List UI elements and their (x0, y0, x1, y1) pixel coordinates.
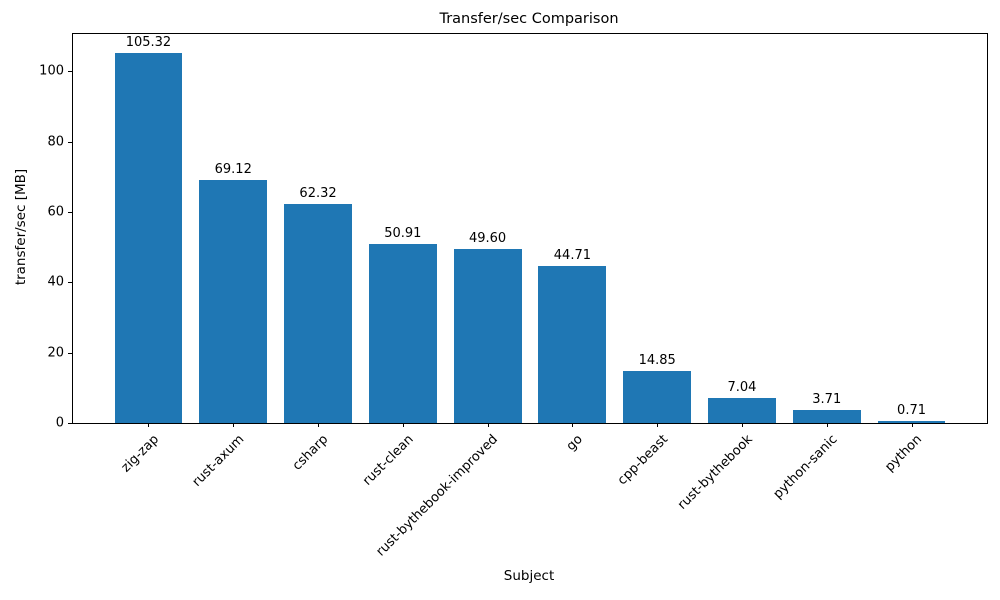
y-tick-mark (68, 423, 72, 424)
y-tick-mark (68, 352, 72, 354)
x-tick-label: go (563, 432, 587, 455)
bar (453, 248, 522, 423)
x-tick-label: rust-clean (359, 432, 417, 489)
bars-layer: 105.32 69.12 62.32 50.91 49.60 44.71 14.85 7.04… (73, 34, 987, 423)
plot-area: 0 20 40 60 80 100 105.32 69.12 62.32 50.91 49.60 4… (39, 33, 988, 559)
bar (538, 265, 607, 423)
bar (792, 409, 861, 423)
bar-value-label: 7.04 (727, 380, 757, 396)
x-tick-mark (826, 423, 828, 427)
x-tick-label: rust-axum (189, 432, 247, 490)
bar (199, 179, 268, 423)
bar-value-label: 0.71 (897, 402, 927, 418)
x-tick-label: zig-zap (118, 432, 163, 476)
y-tick-label: 20 (47, 345, 64, 361)
bar-value-label: 44.71 (553, 247, 591, 263)
bar (623, 370, 692, 423)
y-tick-mark (68, 211, 72, 213)
x-tick-label: rust-bythebook (674, 432, 756, 513)
x-tick-label: python (882, 432, 926, 475)
y-axis-ticks: 0 20 40 60 80 100 (39, 34, 987, 431)
x-tick-mark (911, 423, 913, 427)
y-tick-label: 60 (47, 204, 64, 220)
x-tick-mark (487, 423, 489, 427)
bar-value-label: 49.60 (468, 230, 507, 246)
bar-value-label: 50.91 (384, 225, 422, 241)
bar-value-label: 62.32 (299, 185, 337, 201)
bar-value-label: 69.12 (214, 161, 252, 177)
x-tick-mark (402, 423, 404, 427)
x-tick-mark (657, 423, 659, 427)
y-tick-label: 80 (47, 134, 64, 150)
x-tick-mark (233, 423, 235, 427)
x-tick-label: csharp (290, 432, 332, 474)
y-tick-mark (68, 282, 72, 284)
x-tick-mark (148, 423, 150, 427)
y-tick-label: 40 (47, 274, 64, 290)
y-tick-label: 0 (55, 415, 64, 431)
chart-title: Transfer/sec Comparison (439, 11, 619, 27)
x-tick-mark (741, 423, 743, 427)
x-axis-label: Subject (503, 568, 555, 584)
y-tick-label: 100 (39, 63, 64, 79)
x-axis-ticks: zig-zap rust-axum csharp rust-clean rust-byt… (73, 34, 987, 559)
bar-value-label: 3.71 (812, 391, 842, 407)
y-tick-mark (68, 71, 72, 73)
y-axis-label: transfer/sec [MB] (13, 168, 29, 286)
bar-value-label: 14.85 (638, 352, 676, 368)
bar (877, 420, 946, 423)
bar (708, 398, 776, 423)
bar (284, 203, 352, 423)
x-tick-mark (318, 423, 320, 427)
bar (368, 243, 437, 423)
bar-value-label: 105.32 (125, 34, 172, 50)
bar (114, 52, 183, 423)
x-tick-label: python-sanic (770, 432, 841, 502)
x-tick-mark (572, 423, 574, 427)
y-tick-mark (68, 141, 72, 143)
x-tick-label: cpp-beast (614, 432, 671, 489)
